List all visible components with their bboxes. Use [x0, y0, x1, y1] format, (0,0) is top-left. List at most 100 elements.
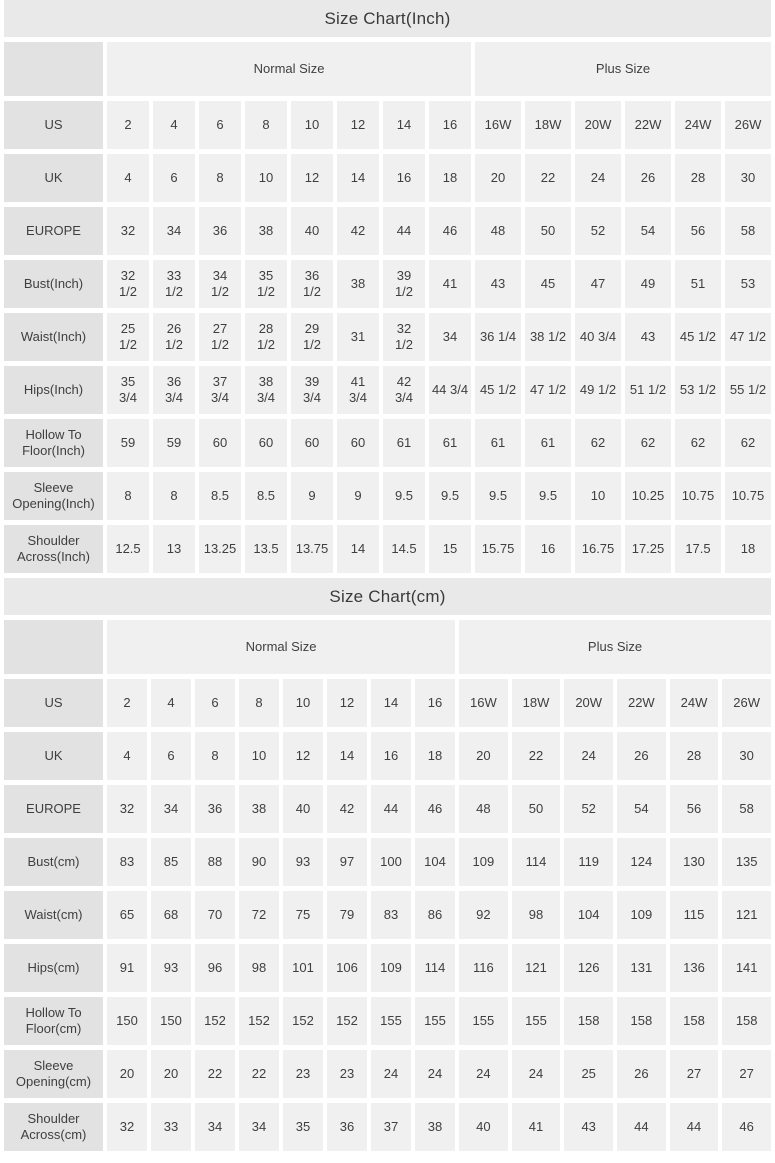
size-value-cell: 18 — [724, 525, 771, 573]
size-value-cell: 16 — [525, 525, 572, 573]
size-value-cell: 44 — [371, 785, 411, 833]
size-value-cell: 16.75 — [575, 525, 621, 573]
size-value-cell: 32 — [107, 1103, 147, 1151]
size-value-cell: 9.5 — [383, 472, 425, 520]
size-value-cell: 130 — [669, 838, 719, 886]
size-value-cell: 41 — [511, 1103, 561, 1151]
size-value-cell: 10 — [245, 154, 287, 202]
size-value-cell: 14 — [337, 154, 379, 202]
size-table-row: Waist(Inch) 25 1/2 26 1/2 27 1/2 28 1/2 29 1/… — [4, 313, 771, 361]
size-table-row: Sleeve Opening(Inch) 8 8 8.5 8.5 9 9 9.5 9.5 9.5 9… — [4, 472, 771, 520]
size-value-cell: 61 — [429, 419, 472, 467]
size-value-cell: 52 — [575, 207, 621, 255]
size-value-cell: 115 — [669, 891, 719, 939]
size-value-cell: 119 — [564, 838, 614, 886]
size-value-cell: 9.5 — [475, 472, 522, 520]
size-table-row: UK 4 6 8 10 12 14 16 18 20 22 24 26 28 30 — [4, 732, 771, 780]
size-value-cell: 34 — [151, 785, 191, 833]
size-table-row: Hollow To Floor(cm) 150 150 152 152 152 152 155… — [4, 997, 771, 1045]
size-value-cell: 27 — [669, 1050, 719, 1098]
size-value-cell: 9.5 — [429, 472, 472, 520]
size-value-cell: 42 — [337, 207, 379, 255]
size-table-row: EUROPE 32 34 36 38 40 42 44 46 48 50 52 54 56 58 — [4, 785, 771, 833]
size-value-cell: 22W — [625, 101, 671, 149]
size-value-cell: 31 — [337, 313, 379, 361]
size-value-cell: 100 — [371, 838, 411, 886]
size-value-cell: 38 — [245, 207, 287, 255]
size-value-cell: 24 — [511, 1050, 561, 1098]
size-value-cell: 18 — [415, 732, 456, 780]
size-value-cell: 70 — [195, 891, 235, 939]
size-value-cell: 32 — [107, 785, 147, 833]
size-value-cell: 18W — [525, 101, 572, 149]
size-value-cell: 62 — [625, 419, 671, 467]
size-value-cell: 62 — [575, 419, 621, 467]
size-value-cell: 30 — [724, 154, 771, 202]
size-value-cell: 65 — [107, 891, 147, 939]
size-value-cell: 62 — [724, 419, 771, 467]
corner-cell — [4, 620, 103, 674]
size-value-cell: 13.75 — [291, 525, 333, 573]
size-table-row: Waist(cm) 65 68 70 72 75 79 83 86 92 98 104 109 115 12… — [4, 891, 771, 939]
size-value-cell: 34 — [153, 207, 195, 255]
size-value-cell: 131 — [617, 944, 666, 992]
row-label-cell: Bust(cm) — [4, 838, 103, 886]
size-value-cell: 83 — [371, 891, 411, 939]
size-value-cell: 61 — [525, 419, 572, 467]
size-value-cell: 9 — [291, 472, 333, 520]
size-value-cell: 37 — [371, 1103, 411, 1151]
size-value-cell: 12.5 — [107, 525, 149, 573]
size-value-cell: 158 — [564, 997, 614, 1045]
size-value-cell: 98 — [511, 891, 561, 939]
size-value-cell: 42 — [327, 785, 367, 833]
size-value-cell: 136 — [669, 944, 719, 992]
row-label-cell: Bust(Inch) — [4, 260, 103, 308]
size-value-cell: 43 — [625, 313, 671, 361]
size-group-header-cell: Plus Size — [459, 620, 771, 674]
size-value-cell: 20 — [151, 1050, 191, 1098]
size-table-row: Hips(Inch) 35 3/4 36 3/4 37 3/4 38 3/4 39 3/4… — [4, 366, 771, 414]
row-label-cell: US — [4, 679, 103, 727]
size-value-cell: 30 — [722, 732, 771, 780]
size-value-cell: 12 — [337, 101, 379, 149]
size-value-cell: 6 — [153, 154, 195, 202]
size-value-cell: 10.25 — [625, 472, 671, 520]
inch-chart-title: Size Chart(Inch) — [4, 0, 771, 37]
size-value-cell: 36 — [199, 207, 241, 255]
size-value-cell: 104 — [415, 838, 456, 886]
size-value-cell: 16 — [383, 154, 425, 202]
size-value-cell: 126 — [564, 944, 614, 992]
size-value-cell: 41 — [429, 260, 472, 308]
size-group-header-row: Normal Size Plus Size — [4, 620, 771, 674]
size-value-cell: 79 — [327, 891, 367, 939]
size-value-cell: 28 1/2 — [245, 313, 287, 361]
size-value-cell: 155 — [371, 997, 411, 1045]
size-value-cell: 114 — [415, 944, 456, 992]
size-group-header-cell: Plus Size — [475, 42, 771, 96]
size-value-cell: 8 — [107, 472, 149, 520]
size-value-cell: 14.5 — [383, 525, 425, 573]
inch-size-chart-section: Size Chart(Inch) Normal Size Plus Size US 2… — [0, 0, 775, 578]
size-value-cell: 12 — [327, 679, 367, 727]
size-value-cell: 36 — [327, 1103, 367, 1151]
size-value-cell: 20W — [575, 101, 621, 149]
row-label-cell: Hips(Inch) — [4, 366, 103, 414]
size-value-cell: 49 — [625, 260, 671, 308]
size-table-row: EUROPE 32 34 36 38 40 42 44 46 48 50 52 54 56 58 — [4, 207, 771, 255]
size-value-cell: 12 — [283, 732, 323, 780]
size-value-cell: 104 — [564, 891, 614, 939]
size-value-cell: 36 3/4 — [153, 366, 195, 414]
size-value-cell: 158 — [722, 997, 771, 1045]
size-value-cell: 72 — [239, 891, 279, 939]
size-value-cell: 2 — [107, 679, 147, 727]
size-value-cell: 20 — [475, 154, 522, 202]
size-value-cell: 36 1/2 — [291, 260, 333, 308]
size-value-cell: 26 1/2 — [153, 313, 195, 361]
size-value-cell: 124 — [617, 838, 666, 886]
size-value-cell: 41 3/4 — [337, 366, 379, 414]
size-table-row: US 2 4 6 8 10 12 14 16 16W 18W 20W 22W 24W 26W — [4, 101, 771, 149]
size-value-cell: 26W — [722, 679, 771, 727]
size-value-cell: 155 — [511, 997, 561, 1045]
size-value-cell: 44 — [617, 1103, 666, 1151]
size-value-cell: 152 — [239, 997, 279, 1045]
